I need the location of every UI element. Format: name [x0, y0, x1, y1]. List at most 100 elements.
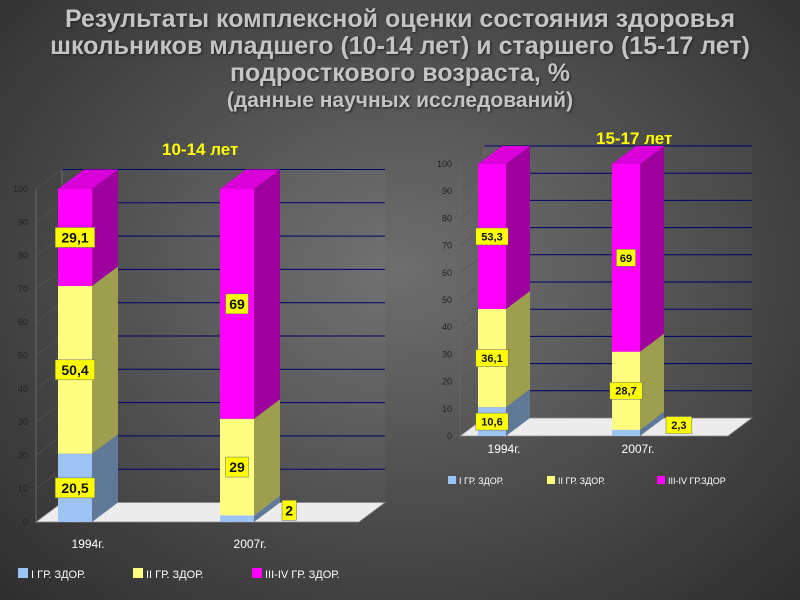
bar-side — [92, 434, 118, 522]
bar-top — [220, 169, 280, 189]
data-label-bg — [281, 500, 297, 521]
bar-top — [58, 169, 118, 189]
bar-side — [506, 389, 530, 436]
data-label: 28,7 — [615, 386, 636, 398]
data-label: 2,3 — [671, 420, 686, 432]
category-label: 2007г. — [234, 537, 267, 551]
bar-side — [92, 266, 118, 454]
legend-swatch — [547, 476, 555, 484]
category-label: 1994г. — [488, 442, 521, 456]
bar-side — [254, 169, 280, 419]
y-tick-label: 90 — [442, 186, 452, 196]
data-label: 69 — [620, 253, 632, 265]
y-tick-label: 90 — [18, 217, 28, 227]
bar-front — [612, 429, 640, 436]
data-label: 36,1 — [481, 353, 502, 365]
y-tick-label: 50 — [18, 351, 28, 361]
y-tick-label: 40 — [18, 384, 28, 394]
bar-segment-3-1994г. — [478, 146, 530, 309]
y-tick-label: 50 — [442, 295, 452, 305]
legend-swatch — [657, 476, 665, 484]
bar-top — [612, 146, 664, 164]
legend-entry: I ГР. ЗДОР. — [459, 476, 504, 486]
data-label: 29,1 — [61, 229, 88, 245]
legend-entry: III-IV ГР.ЗДОР — [668, 476, 726, 486]
data-label-bg — [54, 227, 96, 248]
legend-entry: I ГР. ЗДОР. — [31, 569, 85, 581]
bar-side — [254, 495, 280, 522]
gridline-diag — [35, 269, 63, 290]
bar-side — [254, 399, 280, 516]
legend-swatch — [133, 568, 143, 578]
y-tick-label: 20 — [18, 450, 28, 460]
y-tick-label: 10 — [442, 404, 452, 414]
data-label-bg — [616, 249, 636, 267]
bar-side — [92, 169, 118, 286]
data-label: 10,6 — [481, 417, 502, 429]
gridline-diag — [35, 435, 63, 456]
bar-segment-3-2007г. — [612, 146, 664, 352]
chart-1: 0 10 20 30 40 50 60 70 80 90 100 20,5 50,4 29,1 2 29 69 1… — [13, 169, 387, 581]
data-label-bg — [475, 227, 509, 246]
category-label: 2007г. — [622, 442, 655, 456]
slide-subtitle: (данные научных исследований) — [226, 89, 574, 112]
data-label: 50,4 — [61, 362, 88, 378]
data-label-bg — [665, 416, 693, 434]
y-tick-label: 70 — [18, 284, 28, 294]
data-label: 69 — [229, 296, 245, 312]
slide-title-text: Результаты комплексной оценки состояния … — [50, 5, 750, 87]
bar-side — [506, 146, 530, 309]
y-tick-label: 80 — [18, 251, 28, 261]
bar-side — [640, 411, 664, 436]
y-tick-label: 20 — [442, 377, 452, 387]
data-label: 2 — [285, 502, 293, 518]
legend-entry: II ГР. ЗДОР. — [558, 476, 605, 486]
y-tick-label: 60 — [18, 317, 28, 327]
legend-entry: III-IV ГР. ЗДОР. — [265, 569, 340, 581]
gridline-diag — [35, 335, 63, 356]
chart-title-10-14: 10-14 лет — [162, 140, 239, 159]
bar-side — [640, 146, 664, 352]
chart-2: 0 10 20 30 40 50 60 70 80 90 100 10,6 36,1 53,3 2,3 28,… — [437, 145, 754, 486]
gridline-diag — [35, 202, 63, 223]
gridline-diag — [35, 302, 63, 323]
y-tick-label: 30 — [18, 417, 28, 427]
data-label-bg — [225, 293, 249, 315]
bar-side — [506, 290, 530, 408]
bar-side — [640, 333, 664, 430]
chart-title-15-17: 15-17 лет — [596, 129, 673, 148]
bar-segment-1-2007г. — [220, 495, 280, 522]
category-label: 1994г. — [72, 537, 105, 551]
legend-entry: II ГР. ЗДОР. — [146, 569, 203, 581]
bar-top — [478, 146, 530, 164]
data-label-bg — [475, 349, 509, 367]
y-tick-label: 40 — [442, 322, 452, 332]
slide-title: Результаты комплексной оценки состояния … — [0, 6, 800, 114]
bar-segment-1-2007г. — [612, 411, 664, 436]
data-label-bg — [475, 412, 509, 431]
data-label-bg — [54, 359, 96, 381]
y-tick-label: 10 — [18, 484, 28, 494]
bar-front — [220, 515, 254, 522]
legend-swatch — [448, 476, 456, 484]
data-label: 53,3 — [481, 231, 502, 243]
data-label-bg — [225, 456, 249, 478]
legend-swatch — [252, 568, 262, 578]
gridline-diag — [35, 468, 63, 489]
y-tick-label: 0 — [23, 517, 28, 527]
y-tick-label: 100 — [13, 184, 28, 194]
gridline-diag — [459, 145, 485, 165]
gridline-diag — [35, 169, 63, 190]
data-label-bg — [54, 477, 96, 499]
data-label-bg — [609, 381, 643, 400]
data-label: 20,5 — [61, 480, 88, 496]
y-tick-label: 60 — [442, 268, 452, 278]
data-label: 29 — [229, 459, 245, 475]
y-tick-label: 0 — [447, 431, 452, 441]
y-tick-label: 80 — [442, 213, 452, 223]
y-tick-label: 70 — [442, 241, 452, 251]
y-tick-label: 30 — [442, 349, 452, 359]
gridline-diag — [35, 402, 63, 423]
legend-swatch — [18, 568, 28, 578]
